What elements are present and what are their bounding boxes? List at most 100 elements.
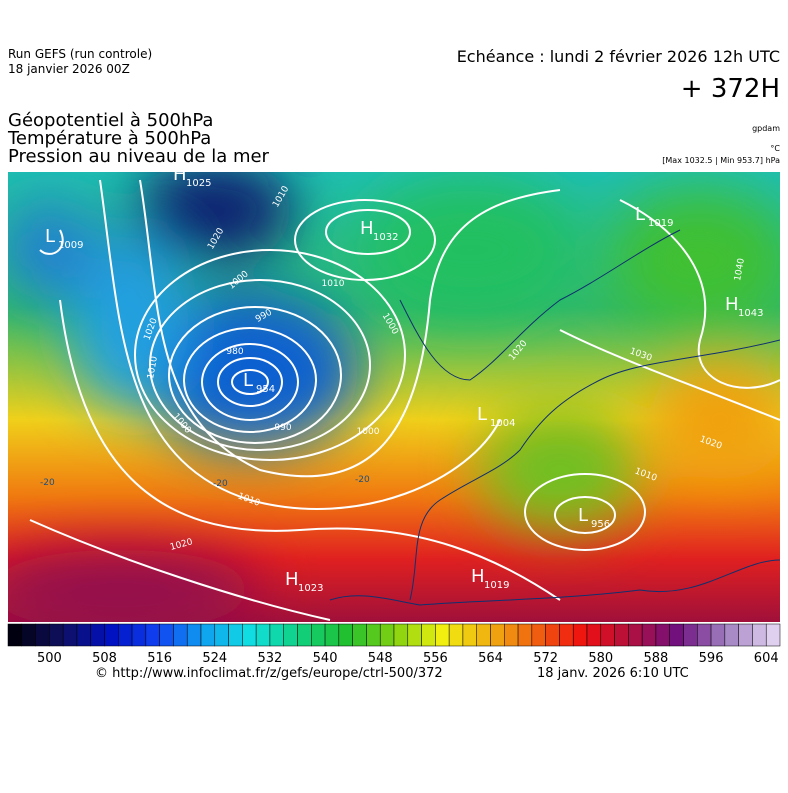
isobar-label: 980 <box>226 347 243 357</box>
center-letter: H <box>471 566 485 587</box>
colorbar-cell <box>118 623 133 647</box>
map-title: Température à 500hPa <box>7 128 211 149</box>
colorbar-cell <box>76 623 91 647</box>
colorbar-cell <box>710 623 726 647</box>
center-letter: L <box>578 505 588 526</box>
center-letter: H <box>725 294 739 315</box>
colorbar-label: 540 <box>313 651 338 666</box>
colorbar-cell <box>159 623 174 647</box>
colorbar-cell <box>200 623 216 647</box>
run: Run GEFS (run controle) <box>8 47 152 61</box>
colorbar-cell <box>462 623 477 647</box>
colorbar-cell <box>242 623 257 647</box>
colorbar-cell <box>7 623 23 647</box>
temperature-label: -20 <box>213 479 228 489</box>
colorbar-cell <box>504 623 519 647</box>
center-letter: H <box>360 218 374 239</box>
colorbar-cell <box>435 623 450 647</box>
isobar-label: 1000 <box>357 427 380 437</box>
lead-time: + 372H <box>681 74 780 104</box>
center-value: 954 <box>256 384 275 395</box>
colorbar-cell <box>49 623 64 647</box>
colorbar-cell <box>104 623 119 647</box>
issue-date: 18 janv. 2026 6:10 UTC <box>537 666 689 681</box>
colorbar-cell <box>421 623 436 647</box>
colorbar-cell <box>90 623 105 647</box>
colorbar-cell <box>697 623 712 647</box>
colorbar-cell <box>407 623 422 647</box>
colorbar-cell <box>338 623 353 647</box>
colorbar-label: 572 <box>533 651 558 666</box>
colorbar-label: 580 <box>588 651 613 666</box>
colorbar-label: 524 <box>202 651 227 666</box>
center-letter: L <box>635 204 645 225</box>
colorbar-cell <box>752 623 767 647</box>
colorbar-cell <box>269 623 284 647</box>
colorbar-label: 556 <box>423 651 448 666</box>
colorbar-cell <box>628 623 643 647</box>
isobar-label: 1010 <box>322 279 345 289</box>
center-letter: L <box>243 370 253 391</box>
colorbar-cell <box>765 623 781 647</box>
colorbar-cell <box>186 623 202 647</box>
center-value: 1019 <box>484 580 509 591</box>
colorbar-cell <box>669 623 684 647</box>
center-value: 1025 <box>186 178 211 189</box>
isobar-label: 990 <box>274 423 291 433</box>
center-value: 1009 <box>58 240 83 251</box>
colorbar-cell <box>641 623 657 647</box>
colorbar-cell <box>490 623 505 647</box>
isobar-label: 1010 <box>146 355 160 380</box>
colorbar-cell <box>531 623 546 647</box>
temperature-label: -20 <box>355 475 370 485</box>
colorbar-cell <box>683 623 698 647</box>
colorbar-label: 516 <box>147 651 172 666</box>
center-letter: H <box>173 164 187 185</box>
temperature-label: -20 <box>40 478 55 488</box>
colorbar-label: 532 <box>258 651 283 666</box>
colorbar-cell <box>600 623 615 647</box>
colorbar-cell <box>173 623 188 647</box>
colorbar-cell <box>517 623 533 647</box>
map-title: Géopotentiel à 500hPa <box>8 110 213 131</box>
colorbar-cell <box>586 623 602 647</box>
colorbar-label: 596 <box>699 651 724 666</box>
center-value: 1004 <box>490 418 515 429</box>
colorbar-label: 604 <box>754 651 779 666</box>
colorbar-cell <box>228 623 243 647</box>
colorbar-cell <box>324 623 340 647</box>
colorbar-cell <box>366 623 381 647</box>
colorbar-cell <box>393 623 409 647</box>
colorbar-cell <box>572 623 588 647</box>
colorbar-cell <box>35 623 50 647</box>
valid-time: Echéance : lundi 2 février 2026 12h UTC <box>457 47 780 66</box>
unit-temperature: °C <box>770 144 780 153</box>
source-url: © http://www.infoclimat.fr/z/gefs/europe… <box>95 666 443 681</box>
colorbar-cell <box>379 623 395 647</box>
center-value: 1019 <box>648 218 673 229</box>
colorbar-cell <box>131 623 147 647</box>
colorbar-label: 564 <box>478 651 503 666</box>
colorbar-cell <box>21 623 36 647</box>
colorbar-cell <box>559 623 574 647</box>
coastlines <box>329 229 780 606</box>
center-value: 1043 <box>738 308 763 319</box>
center-letter: L <box>45 226 55 247</box>
center-value: 1023 <box>298 583 323 594</box>
colorbar-cell <box>283 623 298 647</box>
unit-pressure: [Max 1032.5 | Min 953.7] hPa <box>662 156 780 165</box>
colorbar-cell <box>545 623 560 647</box>
colorbar-cell <box>476 623 491 647</box>
colorbar-cell <box>448 623 464 647</box>
map <box>8 172 780 622</box>
center-value: 956 <box>591 519 610 530</box>
map-title: Pression au niveau de la mer <box>8 146 270 167</box>
colorbar-cell <box>62 623 78 647</box>
colorbar-cell <box>214 623 229 647</box>
isobar-label: 1040 <box>733 257 747 282</box>
colorbar-cell <box>352 623 367 647</box>
colorbar-label: 508 <box>92 651 117 666</box>
colorbar-label: 500 <box>37 651 62 666</box>
colorbar-cell <box>311 623 326 647</box>
